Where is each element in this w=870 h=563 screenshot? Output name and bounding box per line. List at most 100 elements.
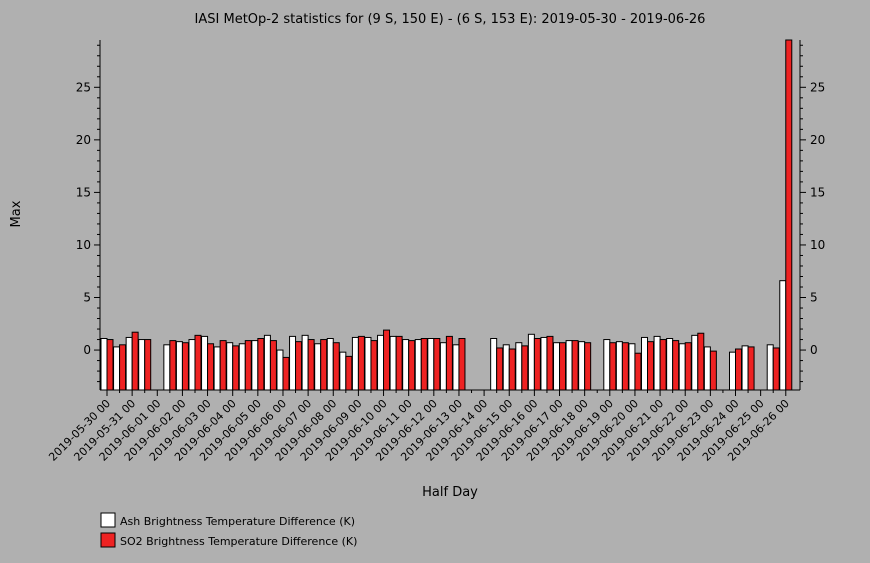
y-tick-label: 20	[76, 133, 91, 147]
ash-bar	[502, 344, 510, 391]
ash-bar	[565, 340, 573, 391]
ash-bar	[213, 346, 221, 391]
so2-bar	[647, 341, 655, 391]
ash-bar	[741, 345, 749, 391]
so2-bar	[533, 337, 541, 391]
so2-bar	[383, 329, 391, 391]
y-tick-label-right: 25	[810, 80, 825, 94]
so2-bar	[709, 350, 717, 391]
ash-bar	[641, 336, 649, 391]
ash-bar	[389, 335, 397, 391]
so2-bar	[408, 340, 416, 391]
ash-bar	[100, 337, 108, 391]
so2-bar	[735, 348, 742, 391]
so2-bar	[508, 348, 516, 391]
so2-bar	[521, 345, 529, 391]
x-axis-label: Half Day	[422, 485, 478, 500]
legend-swatch-ash	[100, 512, 116, 528]
ash-bar	[729, 351, 736, 391]
so2-bar	[496, 347, 504, 391]
so2-bar	[219, 340, 227, 391]
so2-bar	[269, 340, 277, 391]
so2-bar	[282, 356, 290, 391]
so2-bar	[295, 341, 303, 391]
ash-bar	[615, 341, 623, 391]
so2-bar	[634, 352, 642, 391]
ash-bar	[439, 342, 447, 391]
ash-bar	[113, 346, 121, 391]
ash-bar	[414, 339, 422, 391]
so2-bar	[785, 39, 793, 391]
so2-bar	[332, 342, 340, 391]
so2-bar	[181, 342, 189, 391]
ash-bar	[238, 343, 246, 391]
chart-title: IASI MetOp-2 statistics for (9 S, 150 E)…	[195, 12, 706, 27]
so2-bar	[370, 340, 378, 391]
y-tick-label-right: 15	[810, 185, 825, 199]
ash-bar	[163, 344, 171, 391]
so2-bar	[320, 339, 328, 391]
so2-bar	[345, 355, 353, 391]
ash-bar	[691, 334, 699, 391]
ash-bar	[678, 343, 686, 391]
so2-bar	[571, 340, 579, 391]
so2-bar	[672, 340, 680, 391]
so2-bar	[609, 342, 617, 391]
so2-bar	[420, 337, 428, 391]
ash-bar	[263, 334, 271, 391]
ash-bar	[226, 342, 234, 391]
so2-bar	[169, 340, 177, 391]
so2-bar	[433, 337, 441, 391]
so2-bar	[131, 331, 139, 391]
y-tick-label-right: 20	[810, 133, 825, 147]
so2-bar	[119, 344, 127, 391]
ash-bar	[289, 335, 297, 391]
so2-bar	[621, 342, 629, 391]
ash-bar	[553, 342, 561, 391]
y-tick-label: 5	[83, 291, 91, 305]
ash-bar	[427, 337, 435, 391]
so2-bar	[232, 345, 240, 391]
so2-bar	[194, 334, 202, 391]
ash-bar	[276, 349, 284, 391]
ash-bar	[251, 340, 259, 391]
ash-bar	[703, 346, 711, 391]
so2-bar	[546, 335, 554, 391]
legend-swatch-so2	[100, 532, 116, 548]
so2-bar	[559, 342, 567, 391]
ash-bar	[201, 335, 209, 391]
ash-bar	[515, 342, 523, 391]
ash-bar	[628, 343, 636, 391]
ash-bar	[301, 334, 309, 391]
legend-label-so2: SO2 Brightness Temperature Difference (K…	[120, 535, 357, 548]
y-tick-label-right: 0	[810, 343, 818, 357]
y-tick-label-right: 5	[810, 291, 818, 305]
so2-bar	[697, 332, 705, 391]
y-tick-label: 15	[76, 185, 91, 199]
so2-bar	[445, 335, 453, 391]
so2-bar	[357, 335, 365, 391]
y-axis-label: Max	[9, 200, 24, 227]
so2-bar	[307, 339, 315, 391]
so2-bar	[106, 339, 114, 391]
ash-bar	[402, 339, 410, 391]
so2-bar	[207, 343, 215, 391]
so2-bar	[144, 339, 152, 391]
ash-bar	[175, 341, 183, 391]
ash-bar	[490, 337, 498, 391]
ash-bar	[578, 341, 586, 391]
ash-bar	[138, 339, 146, 391]
so2-bar	[684, 342, 692, 391]
ash-bar	[527, 333, 535, 391]
ash-bar	[351, 336, 359, 391]
ash-bar	[377, 334, 385, 391]
so2-bar	[772, 347, 780, 391]
ash-bar	[666, 337, 674, 391]
ash-bar	[364, 336, 372, 391]
ash-bar	[188, 339, 196, 391]
so2-bar	[458, 337, 466, 391]
y-tick-label: 0	[83, 343, 91, 357]
legend-label-ash: Ash Brightness Temperature Difference (K…	[120, 515, 355, 528]
